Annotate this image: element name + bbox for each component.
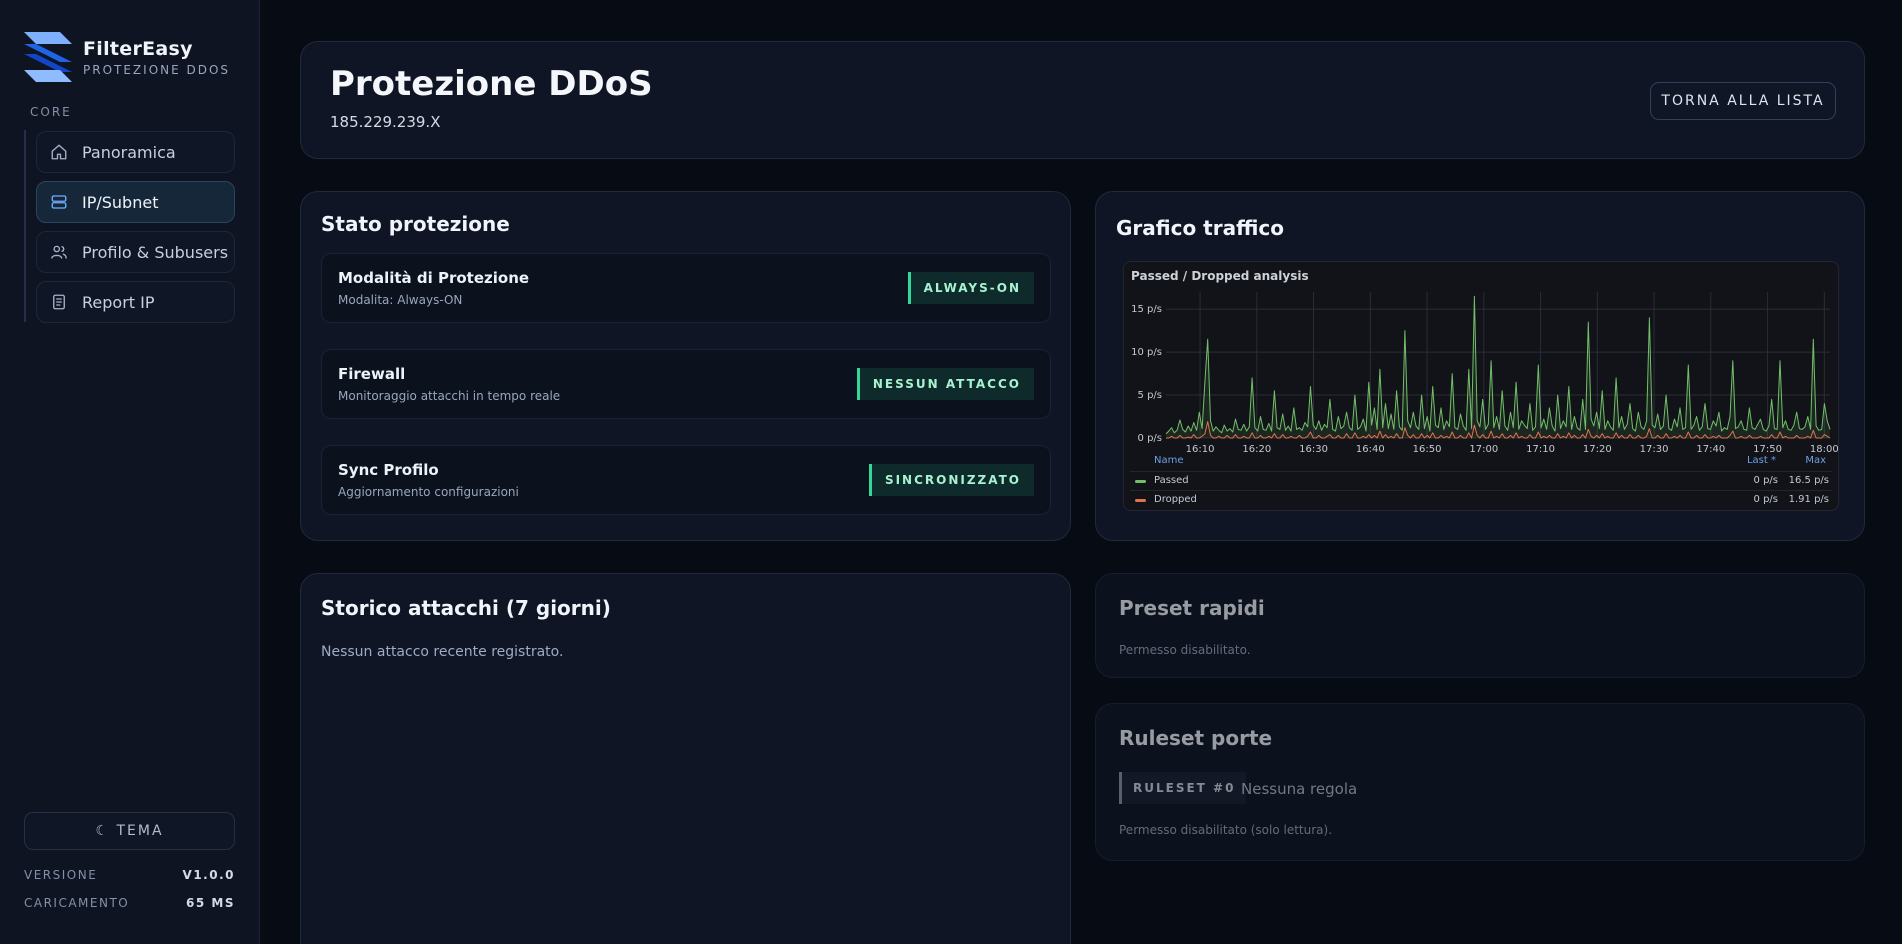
- home-icon: [51, 144, 67, 160]
- brand-name: FilterEasy: [83, 37, 193, 60]
- ruleset-tag: RULESET #0: [1119, 772, 1247, 804]
- load-time-row: CARICAMENTO 65 MS: [24, 896, 235, 910]
- permission-note: Permesso disabilitato.: [1119, 643, 1251, 657]
- card-title: Ruleset porte: [1119, 726, 1273, 750]
- x-tick-label: 17:40: [1696, 444, 1725, 454]
- nav-section-label: CORE: [30, 105, 72, 119]
- page-title: Protezione DDoS: [330, 64, 653, 104]
- card-title: Grafico traffico: [1116, 216, 1284, 240]
- legend-header-max[interactable]: Max: [1805, 455, 1826, 466]
- sidebar-item-panoramica[interactable]: Panoramica: [36, 131, 235, 173]
- status-row-sync-profile: Sync Profilo Aggiornamento configurazion…: [321, 445, 1051, 515]
- x-tick-label: 16:30: [1299, 444, 1328, 454]
- x-tick-label: 16:20: [1242, 444, 1271, 454]
- traffic-chart[interactable]: 0 p/s 5 p/s 10 p/s 15 p/s 16:10 16:20 16:30 16:…: [1124, 262, 1840, 454]
- y-tick-label: 10 p/s: [1131, 347, 1162, 358]
- sidebar-item-label: Profilo & Subusers: [82, 242, 229, 262]
- legend-swatch: [1135, 499, 1146, 502]
- ruleset-empty-message: Nessuna regola: [1241, 780, 1358, 798]
- sidebar-nav: Panoramica IP/Subnet Profilo & Subusers: [36, 131, 235, 331]
- protection-status-card: Stato protezione Modalità di Protezione …: [300, 191, 1071, 541]
- status-desc: Monitoraggio attacchi in tempo reale: [338, 389, 561, 403]
- x-tick-label: 17:10: [1526, 444, 1555, 454]
- x-tick-label: 17:30: [1640, 444, 1669, 454]
- legend-swatch: [1135, 480, 1146, 483]
- series-line-passed: [1165, 295, 1831, 435]
- status-badge: ALWAYS-ON: [907, 272, 1034, 304]
- attack-history-card: Storico attacchi (7 giorni) Nessun attac…: [300, 573, 1071, 944]
- legend-max: 16.5 p/s: [1788, 475, 1829, 486]
- users-icon: [51, 245, 67, 259]
- x-tick-label: 18:00: [1810, 444, 1839, 454]
- card-title: Storico attacchi (7 giorni): [321, 596, 611, 620]
- traffic-chart-panel[interactable]: 0 p/s 5 p/s 10 p/s 15 p/s 16:10 16:20 16:30 16:…: [1123, 261, 1839, 511]
- series-line-dropped: [1166, 421, 1831, 439]
- chart-title: Passed / Dropped analysis: [1131, 269, 1309, 283]
- version-label: VERSIONE: [24, 868, 98, 882]
- legend-row-dropped[interactable]: Dropped 0 p/s 1.91 p/s: [1130, 490, 1832, 509]
- load-time-value: 65 MS: [186, 896, 235, 910]
- history-empty-message: Nessun attacco recente registrato.: [321, 644, 564, 660]
- load-time-label: CARICAMENTO: [24, 896, 130, 910]
- server-icon: [51, 195, 67, 209]
- x-tick-label: 17:20: [1583, 444, 1612, 454]
- status-badge: NESSUN ATTACCO: [856, 368, 1034, 400]
- legend-header-name: Name: [1154, 455, 1184, 466]
- card-title: Preset rapidi: [1119, 596, 1265, 620]
- status-row-protection-mode: Modalità di Protezione Modalita: Always-…: [321, 253, 1051, 323]
- x-tick-label: 17:50: [1753, 444, 1782, 454]
- status-row-firewall: Firewall Monitoraggio attacchi in tempo …: [321, 349, 1051, 419]
- sidebar-item-label: IP/Subnet: [82, 192, 159, 212]
- brand[interactable]: FilterEasy PROTEZIONE DDOS: [24, 32, 230, 82]
- sidebar-item-label: Report IP: [82, 292, 155, 312]
- status-name: Sync Profilo: [338, 461, 439, 479]
- status-badge: SINCRONIZZATO: [868, 464, 1034, 496]
- status-name: Modalità di Protezione: [338, 269, 530, 287]
- x-tick-label: 17:00: [1469, 444, 1498, 454]
- x-tick-label: 16:10: [1186, 444, 1215, 454]
- status-name: Firewall: [338, 365, 406, 383]
- port-ruleset-card: Ruleset porte RULESET #0 Nessuna regola …: [1095, 703, 1865, 861]
- sidebar: FilterEasy PROTEZIONE DDOS CORE Panorami…: [0, 0, 260, 944]
- legend-row-passed[interactable]: Passed 0 p/s 16.5 p/s: [1130, 471, 1832, 490]
- page-header: Protezione DDoS 185.229.239.X TORNA ALLA…: [300, 41, 1865, 159]
- y-tick-label: 0 p/s: [1138, 433, 1162, 444]
- permission-note: Permesso disabilitato (solo lettura).: [1119, 823, 1333, 837]
- ip-address: 185.229.239.X: [330, 113, 441, 131]
- legend-header-last[interactable]: Last *: [1746, 455, 1776, 466]
- nav-rail: [24, 130, 26, 322]
- legend-name: Passed: [1154, 475, 1189, 486]
- sidebar-item-ip-subnet[interactable]: IP/Subnet: [36, 181, 235, 223]
- version-value: V1.0.0: [182, 868, 235, 882]
- x-tick-label: 16:40: [1356, 444, 1385, 454]
- brand-logo-icon: [24, 32, 72, 82]
- quick-presets-card: Preset rapidi Permesso disabilitato.: [1095, 573, 1865, 678]
- report-icon: [53, 294, 65, 310]
- status-desc: Modalita: Always-ON: [338, 293, 463, 307]
- status-desc: Aggiornamento configurazioni: [338, 485, 519, 499]
- back-to-list-button[interactable]: TORNA ALLA LISTA: [1650, 82, 1836, 120]
- brand-subtitle: PROTEZIONE DDOS: [83, 62, 231, 77]
- legend-max: 1.91 p/s: [1788, 494, 1829, 505]
- y-tick-label: 15 p/s: [1131, 304, 1162, 315]
- sidebar-item-profilo-subusers[interactable]: Profilo & Subusers: [36, 231, 235, 273]
- sidebar-item-label: Panoramica: [82, 142, 176, 162]
- legend-last: 0 p/s: [1753, 494, 1778, 505]
- traffic-chart-card: Grafico traffico 0 p/s 5 p/s 10 p/s 15 p/s 1…: [1095, 191, 1865, 541]
- version-row: VERSIONE V1.0.0: [24, 868, 235, 882]
- y-tick-label: 5 p/s: [1138, 390, 1162, 401]
- theme-toggle-button[interactable]: ☾ TEMA: [24, 812, 235, 850]
- legend-name: Dropped: [1154, 494, 1197, 505]
- x-tick-label: 16:50: [1413, 444, 1442, 454]
- sidebar-item-report-ip[interactable]: Report IP: [36, 281, 235, 323]
- legend-last: 0 p/s: [1753, 475, 1778, 486]
- card-title: Stato protezione: [321, 212, 510, 236]
